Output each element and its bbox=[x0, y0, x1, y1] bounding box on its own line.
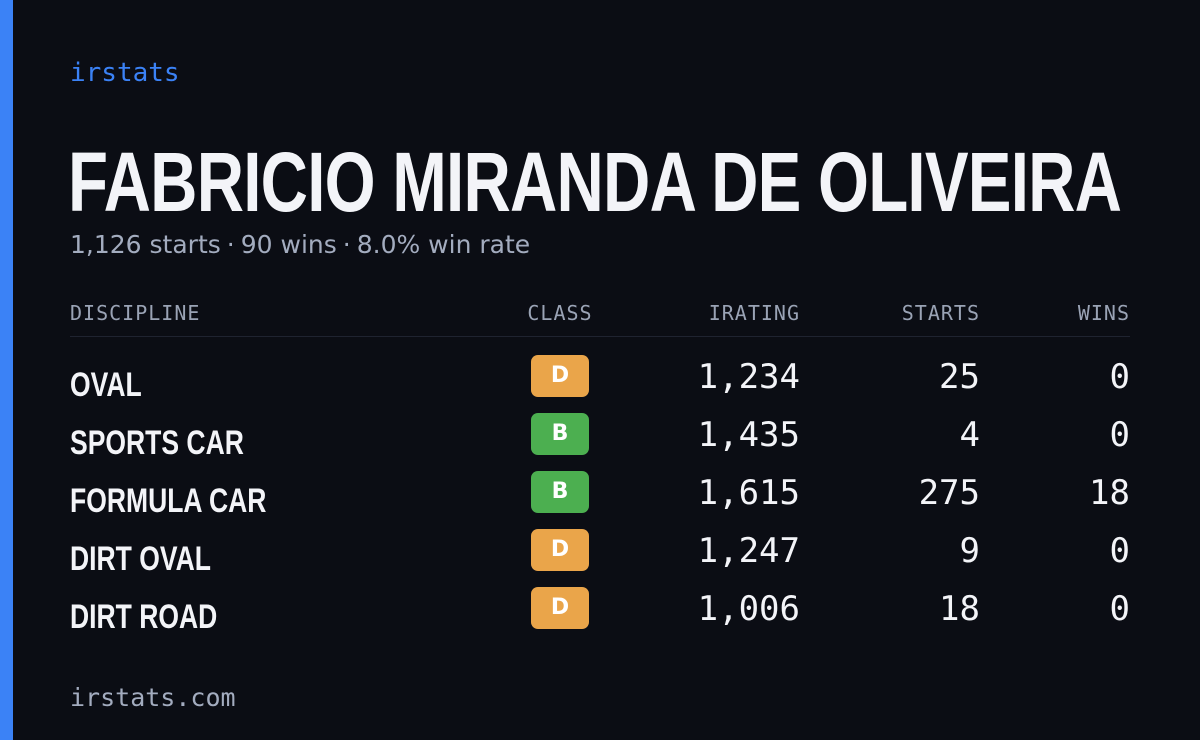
class-badge: D bbox=[531, 355, 589, 397]
starts-value: 9 bbox=[959, 531, 980, 571]
header-discipline: DISCIPLINE bbox=[70, 301, 201, 325]
accent-bar bbox=[0, 0, 13, 740]
wins-value: 0 bbox=[1109, 531, 1130, 571]
career-summary: 1,126 starts · 90 wins · 8.0% win rate bbox=[70, 228, 530, 262]
summary-separator: · bbox=[226, 230, 235, 259]
starts-value: 4 bbox=[959, 415, 980, 455]
discipline-name: DIRT OVAL bbox=[70, 540, 211, 578]
discipline-table: DISCIPLINE CLASS IRATING STARTS WINS OVA… bbox=[70, 296, 1130, 643]
irating-value: 1,006 bbox=[697, 589, 800, 629]
table-row: FORMULA CAR B 1,615 275 18 bbox=[70, 469, 1130, 527]
table-row: OVAL D 1,234 25 0 bbox=[70, 353, 1130, 411]
summary-separator: · bbox=[342, 230, 351, 259]
starts-value: 275 bbox=[918, 473, 980, 513]
wins-value: 0 bbox=[1109, 589, 1130, 629]
wins-value: 0 bbox=[1109, 357, 1130, 397]
header-wins: WINS bbox=[1077, 301, 1130, 325]
irating-value: 1,247 bbox=[697, 531, 800, 571]
header-class: CLASS bbox=[527, 301, 593, 325]
discipline-name: SPORTS CAR bbox=[70, 424, 244, 462]
class-badge: B bbox=[531, 471, 589, 513]
summary-wins: 90 wins bbox=[240, 230, 337, 259]
header-starts: STARTS bbox=[901, 301, 980, 325]
irating-value: 1,234 bbox=[697, 357, 800, 397]
table-row: SPORTS CAR B 1,435 4 0 bbox=[70, 411, 1130, 469]
discipline-name: FORMULA CAR bbox=[70, 482, 267, 520]
irating-value: 1,435 bbox=[697, 415, 800, 455]
wins-value: 0 bbox=[1109, 415, 1130, 455]
table-row: DIRT ROAD D 1,006 18 0 bbox=[70, 585, 1130, 643]
irating-value: 1,615 bbox=[697, 473, 800, 513]
class-badge: B bbox=[531, 413, 589, 455]
class-badge: D bbox=[531, 529, 589, 571]
table-row: DIRT OVAL D 1,247 9 0 bbox=[70, 527, 1130, 585]
summary-win-rate: 8.0% win rate bbox=[356, 230, 531, 259]
wins-value: 18 bbox=[1089, 473, 1130, 513]
summary-starts: 1,126 starts bbox=[70, 230, 221, 259]
table-header: DISCIPLINE CLASS IRATING STARTS WINS bbox=[70, 296, 1130, 337]
header-irating: IRATING bbox=[708, 301, 800, 325]
discipline-name: DIRT ROAD bbox=[70, 598, 218, 636]
table-body: OVAL D 1,234 25 0 SPORTS CAR B 1,435 4 0… bbox=[70, 353, 1130, 643]
discipline-name: OVAL bbox=[70, 366, 142, 404]
starts-value: 25 bbox=[939, 357, 980, 397]
footer-site-link[interactable]: irstats.com bbox=[70, 683, 236, 712]
brand-logo: irstats bbox=[70, 58, 180, 88]
class-badge: D bbox=[531, 587, 589, 629]
starts-value: 18 bbox=[939, 589, 980, 629]
player-name: FABRICIO MIRANDA DE OLIVEIRA bbox=[68, 135, 1122, 229]
